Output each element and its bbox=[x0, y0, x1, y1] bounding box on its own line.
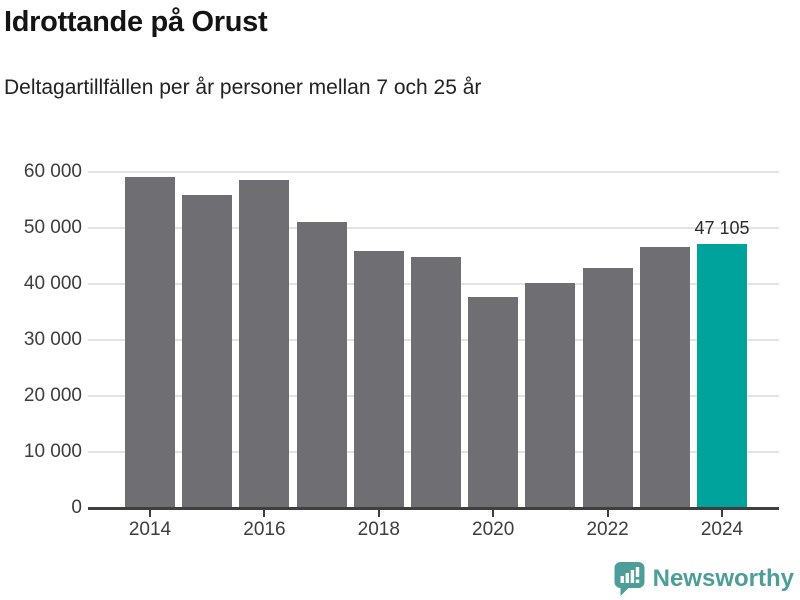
x-axis-tick bbox=[377, 510, 380, 517]
y-tick-label: 40 000 bbox=[23, 273, 82, 294]
x-tick-label: 2024 bbox=[700, 519, 744, 540]
bar-2015 bbox=[182, 194, 233, 508]
bar-2024 bbox=[697, 244, 747, 508]
chart-subtitle: Deltagartillfällen per år personer mella… bbox=[4, 76, 482, 99]
x-tick-label: 2022 bbox=[586, 519, 629, 540]
x-tick-label: 2020 bbox=[472, 519, 515, 540]
x-axis-tick bbox=[149, 510, 151, 517]
y-tick-label: 60 000 bbox=[23, 161, 82, 182]
bar-2019 bbox=[411, 257, 461, 508]
y-gridline bbox=[88, 227, 779, 229]
bar-2022 bbox=[582, 268, 633, 508]
y-tick-label: 20 000 bbox=[23, 385, 82, 406]
bar-2017 bbox=[296, 222, 347, 508]
bar-2014 bbox=[125, 177, 175, 508]
y-tick-label: 30 000 bbox=[23, 329, 82, 350]
y-tick-label: 10 000 bbox=[23, 441, 82, 462]
x-axis-tick bbox=[263, 510, 266, 517]
x-axis-tick bbox=[606, 510, 609, 517]
x-axis-line bbox=[88, 507, 779, 510]
y-tick-label: 50 000 bbox=[23, 217, 82, 238]
y-gridline bbox=[88, 171, 779, 173]
brand-name: Newsworthy bbox=[652, 565, 794, 592]
x-tick-label: 2018 bbox=[357, 519, 400, 540]
x-axis-tick bbox=[492, 510, 495, 517]
brand-footer: Newsworthy bbox=[614, 561, 794, 597]
x-tick-label: 2016 bbox=[243, 519, 286, 540]
bar-2018 bbox=[353, 250, 404, 508]
bar-value-label: 47 105 bbox=[694, 218, 750, 239]
bar-2021 bbox=[525, 283, 576, 508]
bar-2023 bbox=[639, 247, 690, 508]
x-axis-tick bbox=[721, 510, 723, 517]
bar-2016 bbox=[239, 179, 290, 508]
x-tick-label: 2014 bbox=[128, 519, 172, 540]
chart-title: Idrottande på Orust bbox=[4, 6, 268, 38]
bar-2020 bbox=[468, 296, 519, 508]
y-tick-label: 0 bbox=[71, 497, 82, 518]
newsworthy-speech-bubble-chart-icon bbox=[614, 562, 645, 596]
